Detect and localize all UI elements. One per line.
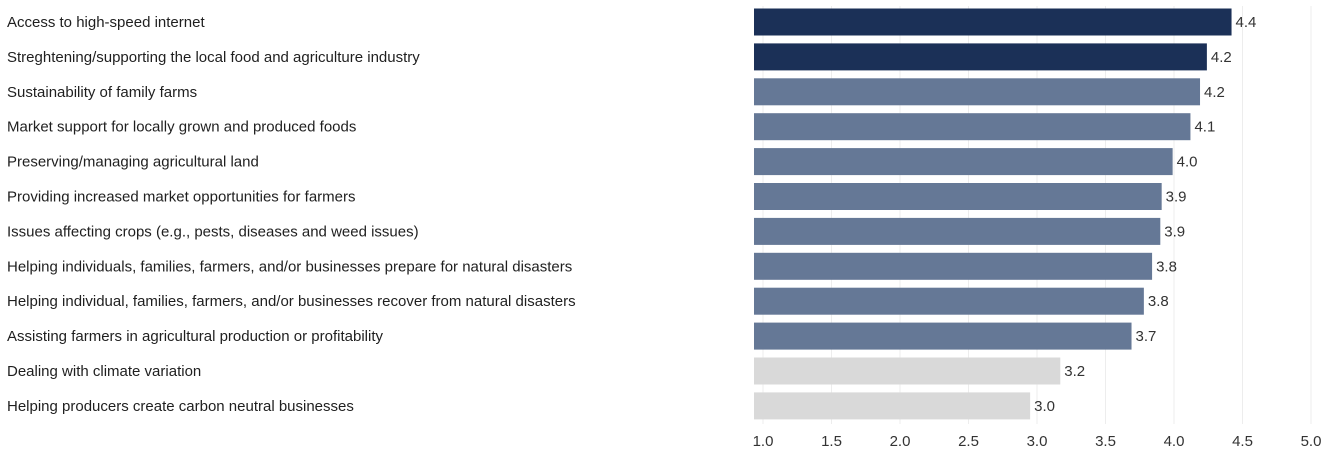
x-tick-label: 5.0 — [1301, 433, 1322, 450]
value-labels: 4.4 4.2 4.2 4.1 4.0 3.9 3.9 3.8 3.8 3.7 3.2 3.0 — [1034, 14, 1256, 415]
category-label: Access to high-speed internet — [7, 14, 205, 31]
bar — [754, 148, 1173, 176]
bar — [754, 392, 1031, 420]
x-tick-label: 1.0 — [753, 433, 774, 450]
category-label: Market support for locally grown and pro… — [7, 119, 356, 136]
bar — [754, 78, 1201, 106]
bar — [754, 217, 1161, 245]
x-tick-label: 4.0 — [1164, 433, 1185, 450]
category-labels: Access to high-speed internet Streghtenin… — [7, 14, 576, 415]
bar — [754, 183, 1162, 210]
x-tick-label: 3.5 — [1095, 433, 1116, 450]
data-label: 4.1 — [1194, 119, 1215, 136]
bars — [754, 8, 1232, 420]
category-label: Helping producers create carbon neutral … — [7, 398, 354, 415]
category-label: Helping individuals, families, farmers, … — [7, 258, 572, 275]
data-label: 3.7 — [1136, 328, 1157, 345]
category-label: Providing increased market opportunities… — [7, 189, 356, 206]
data-label: 3.0 — [1034, 398, 1055, 415]
data-label: 4.4 — [1236, 14, 1257, 31]
data-label: 4.2 — [1204, 84, 1225, 101]
bar — [754, 357, 1061, 385]
category-label: Preserving/managing agricultural land — [7, 154, 259, 171]
bar — [754, 113, 1191, 141]
category-label: Dealing with climate variation — [7, 363, 201, 380]
x-tick-label: 3.0 — [1027, 433, 1048, 450]
x-tick-label: 4.5 — [1232, 433, 1253, 450]
x-tick-label: 2.0 — [890, 433, 911, 450]
category-label: Assisting farmers in agricultural produc… — [7, 328, 383, 345]
bar — [754, 322, 1132, 350]
gridlines — [762, 6, 1312, 424]
data-label: 4.2 — [1211, 49, 1232, 66]
bar — [754, 8, 1232, 36]
bar — [754, 287, 1144, 315]
x-tick-label: 2.5 — [958, 433, 979, 450]
data-label: 3.8 — [1156, 258, 1177, 275]
x-axis-ticks: 1.0 1.5 2.0 2.5 3.0 3.5 4.0 4.5 5.0 — [753, 433, 1322, 450]
category-label: Streghtening/supporting the local food a… — [7, 49, 420, 66]
x-tick-label: 1.5 — [821, 433, 842, 450]
data-label: 3.8 — [1148, 293, 1169, 310]
category-label: Helping individual, families, farmers, a… — [7, 293, 576, 310]
data-label: 4.0 — [1177, 154, 1198, 171]
data-label: 3.9 — [1164, 223, 1185, 240]
bar — [754, 252, 1153, 280]
bar — [754, 43, 1207, 71]
data-label: 3.9 — [1166, 189, 1187, 206]
category-label: Issues affecting crops (e.g., pests, dis… — [7, 223, 419, 240]
data-label: 3.2 — [1064, 363, 1085, 380]
category-label: Sustainability of family farms — [7, 84, 197, 101]
